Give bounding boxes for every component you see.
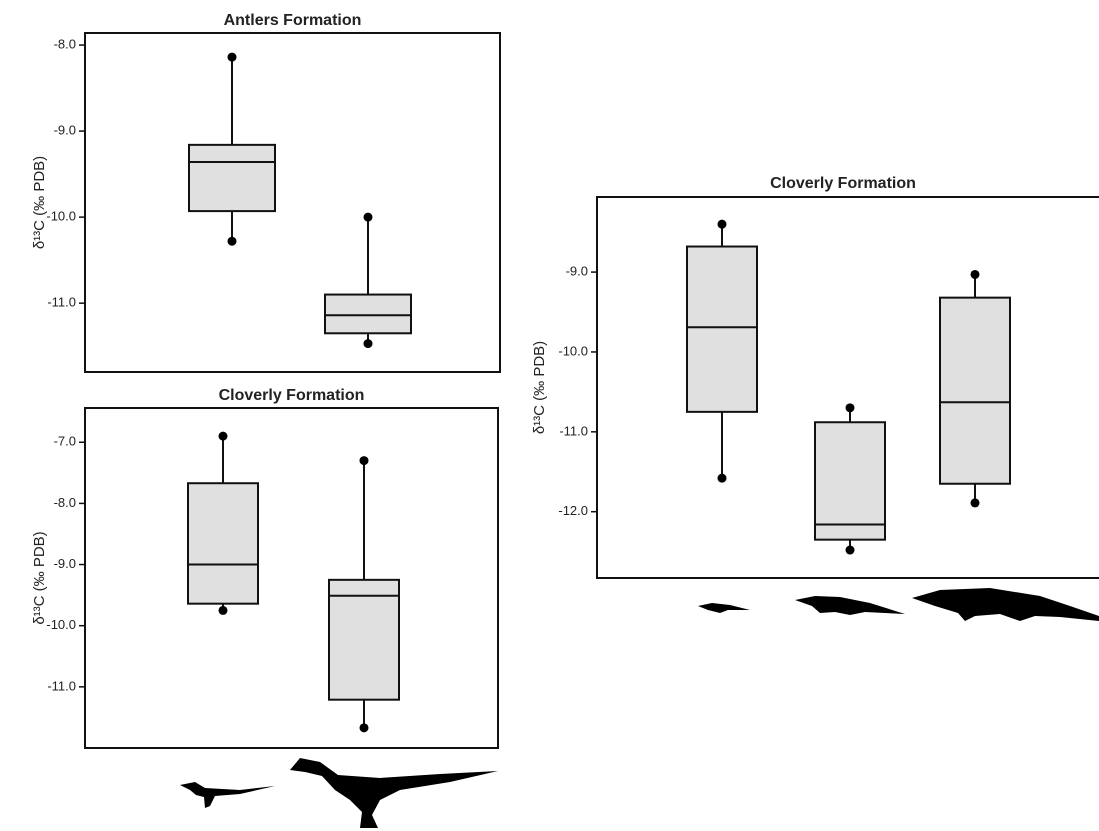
y-tick-label: -8.0 xyxy=(54,36,76,51)
y-tick-label: -11.0 xyxy=(47,295,76,310)
min-point xyxy=(218,605,228,615)
y-tick-label: -10.0 xyxy=(46,209,76,224)
min-point xyxy=(363,339,373,349)
max-point xyxy=(218,431,228,441)
y-axis-label: δ¹³C (‰ PDB) xyxy=(531,341,548,434)
min-point xyxy=(717,473,727,483)
max-point xyxy=(970,269,980,279)
y-tick-label: -7.0 xyxy=(54,434,76,449)
box xyxy=(324,293,412,335)
chart-title: Cloverly Formation xyxy=(770,175,916,192)
y-tick-label: -10.0 xyxy=(558,343,588,358)
min-point xyxy=(227,236,237,246)
box xyxy=(939,296,1011,485)
y-tick-label: -9.0 xyxy=(54,123,76,138)
y-tick-label: -9.0 xyxy=(54,556,76,571)
min-point xyxy=(845,545,855,555)
y-tick-label: -12.0 xyxy=(558,503,588,518)
y-axis-label: δ¹³C (‰ PDB) xyxy=(31,156,48,249)
max-point xyxy=(363,212,373,222)
max-point xyxy=(359,456,369,466)
plot-frame xyxy=(84,407,499,749)
max-point xyxy=(717,219,727,229)
medium-crocodile xyxy=(795,596,905,615)
y-tick-label: -11.0 xyxy=(47,678,76,693)
large-crocodile xyxy=(912,588,1099,621)
min-point xyxy=(970,498,980,508)
max-point xyxy=(845,403,855,413)
box xyxy=(187,482,259,605)
y-axis-label: δ¹³C (‰ PDB) xyxy=(31,531,48,624)
small-crocodile xyxy=(698,603,750,613)
plot-frame xyxy=(596,196,1099,579)
large-dinosaur xyxy=(290,758,498,828)
box xyxy=(188,143,276,213)
chart-title: Cloverly Formation xyxy=(219,387,365,404)
box xyxy=(328,578,400,701)
plot-frame xyxy=(84,32,501,373)
silhouettes xyxy=(180,588,1099,828)
small-dinosaur xyxy=(180,782,275,808)
box xyxy=(814,421,886,541)
box xyxy=(686,245,758,413)
max-point xyxy=(227,52,237,62)
min-point xyxy=(359,723,369,733)
y-tick-label: -11.0 xyxy=(559,423,588,438)
y-tick-label: -10.0 xyxy=(46,617,76,632)
chart-title: Antlers Formation xyxy=(224,12,362,29)
y-tick-label: -9.0 xyxy=(566,264,588,279)
y-tick-label: -8.0 xyxy=(54,495,76,510)
